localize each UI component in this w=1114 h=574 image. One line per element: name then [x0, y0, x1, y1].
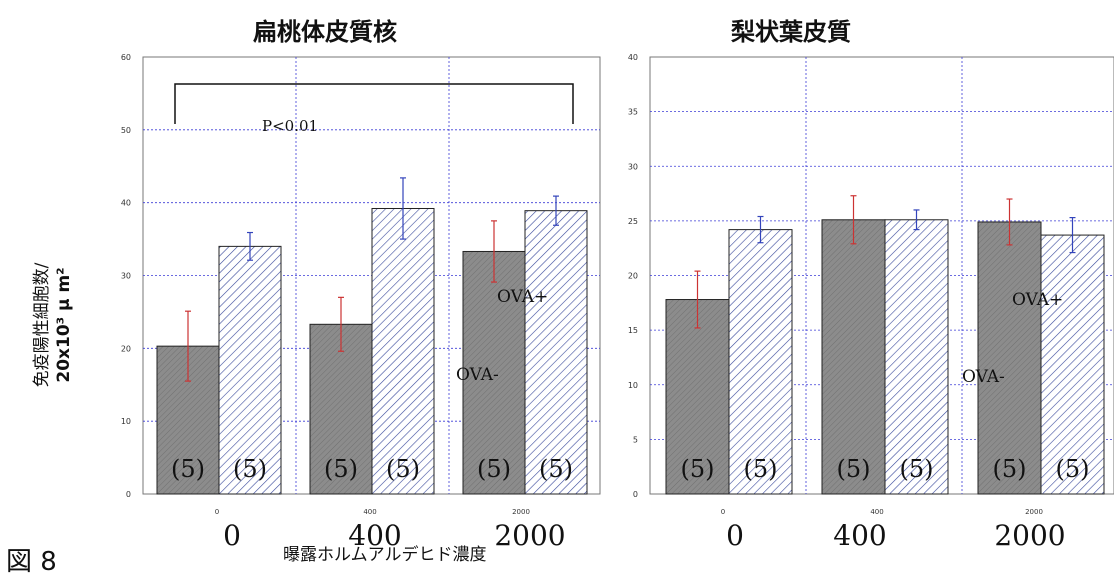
x-tick-label: 2000 [494, 519, 565, 552]
x-tick-label: 0 [223, 519, 241, 552]
bar-ova-plus [524, 210, 588, 495]
y-axis-label-line1: 免疫陽性細胞数/ [32, 262, 52, 387]
y-tick-label: 60 [121, 53, 131, 62]
n-label: (5) [993, 455, 1027, 483]
significance-bracket: P<0.01 [174, 83, 574, 135]
bar-ova-plus [728, 229, 793, 495]
x-tick-label-small: 0 [721, 508, 725, 516]
y-tick-label: 30 [121, 272, 131, 281]
n-label: (5) [1056, 455, 1090, 483]
x-tick-label-small: 0 [215, 508, 219, 516]
x-tick-label-small: 400 [870, 508, 883, 516]
n-label: (5) [386, 455, 420, 483]
n-label: (5) [477, 455, 511, 483]
x-tick-label: 2000 [994, 519, 1065, 552]
error-bars [694, 195, 1076, 329]
x-tick-label: 400 [348, 519, 401, 552]
n-labels: (5) (5) (5) (5) (5) (5) [171, 455, 573, 483]
bar-ova-plus [884, 219, 949, 495]
series-label-ova-minus: OVA- [456, 365, 499, 385]
x-tick-label: 0 [726, 519, 744, 552]
error-bars [185, 177, 559, 382]
panel-title: 梨状葉皮質 [731, 18, 851, 46]
bar-ova-minus [309, 323, 373, 495]
bar-ova-plus [218, 245, 282, 495]
y-axis-label: 免疫陽性細胞数/ 20x10³ μ m² [32, 262, 74, 387]
y-tick-label: 10 [121, 417, 131, 426]
x-axis-label: 曝露ホルムアルデヒド濃度 [283, 544, 487, 565]
bar-ova-minus [977, 221, 1042, 495]
y-tick-label: 0 [633, 490, 638, 499]
y-tick-label: 10 [628, 381, 638, 390]
x-ticks: 00 400 400 2000 2000 [215, 508, 566, 552]
y-tick-label: 40 [628, 53, 638, 62]
y-tick-label: 30 [628, 162, 638, 171]
n-label: (5) [171, 455, 205, 483]
y-tick-label: 40 [121, 199, 131, 208]
y-tick-label: 50 [121, 126, 131, 135]
x-tick-label-small: 400 [363, 508, 376, 516]
bar-ova-plus [1040, 234, 1105, 495]
series-label-ova-plus: OVA+ [1012, 290, 1063, 310]
n-label: (5) [744, 455, 778, 483]
bar-ova-minus [821, 219, 886, 495]
panel-title: 扁桃体皮質核 [253, 18, 397, 46]
x-tick-label: 400 [833, 519, 886, 552]
bar-ova-plus [371, 207, 435, 495]
x-tick-label-small: 2000 [1025, 508, 1043, 516]
n-label: (5) [233, 455, 267, 483]
y-tick-label: 20 [121, 344, 131, 353]
bars [156, 207, 588, 495]
y-axis-label-line2: 20x10³ μ m² [54, 267, 74, 382]
n-labels: (5) (5) (5) (5) (5) (5) [681, 455, 1090, 483]
n-label: (5) [900, 455, 934, 483]
n-label: (5) [681, 455, 715, 483]
bars [665, 219, 1105, 495]
x-tick-label-small: 2000 [512, 508, 530, 516]
x-ticks: 00 400 400 2000 2000 [721, 508, 1066, 552]
bar-ova-minus [665, 299, 730, 495]
y-tick-label: 5 [633, 435, 638, 444]
significance-label: P<0.01 [262, 117, 318, 135]
series-label-ova-minus: OVA- [962, 367, 1005, 387]
y-tick-label: 15 [628, 326, 638, 335]
y-ticks: 0 10 20 30 40 50 60 [121, 53, 131, 499]
y-tick-label: 20 [628, 272, 638, 281]
n-label: (5) [324, 455, 358, 483]
panel-amygdala: 扁桃体皮質核 0 10 20 30 40 50 60 (5) (5) (5) (5) (5) (5) … [121, 18, 601, 552]
n-label: (5) [539, 455, 573, 483]
y-ticks: 0 5 10 15 20 25 30 35 40 [628, 53, 638, 499]
series-label-ova-plus: OVA+ [497, 287, 548, 307]
figure-label: 図 8 [6, 547, 57, 574]
y-tick-label: 25 [628, 217, 638, 226]
y-tick-label: 0 [126, 490, 131, 499]
n-label: (5) [837, 455, 871, 483]
y-tick-label: 35 [628, 108, 638, 117]
